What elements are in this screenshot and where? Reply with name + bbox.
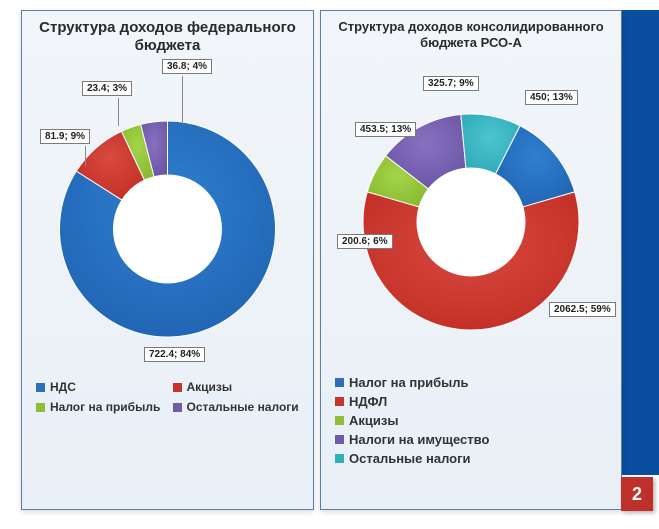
right-chart-area: 450; 13% 325.7; 9% 453.5; 13% 200.6; 6% 2062… xyxy=(321,54,621,364)
legend-swatch xyxy=(36,383,45,392)
legend-label: НДС xyxy=(50,380,76,394)
callout: 325.7; 9% xyxy=(423,76,479,91)
right-legend: Налог на прибыль НДФЛ Акцизы Налоги на имущ… xyxy=(321,364,621,476)
leader-line xyxy=(85,146,86,166)
legend-swatch xyxy=(335,416,344,425)
legend-swatch xyxy=(335,454,344,463)
callout: 200.6; 6% xyxy=(337,234,393,249)
callout-label: 200.6; 6% xyxy=(337,234,393,249)
legend-swatch xyxy=(173,403,182,412)
legend-item: Остальные налоги xyxy=(173,400,300,414)
legend-label: Налог на прибыль xyxy=(349,375,469,390)
legend-item: НДФЛ xyxy=(335,394,607,409)
left-title: Структура доходов федерального бюджета xyxy=(22,11,313,59)
legend-item: Налог на прибыль xyxy=(36,400,163,414)
callout-label: 325.7; 9% xyxy=(423,76,479,91)
leader-line xyxy=(182,76,183,124)
legend-label: Остальные налоги xyxy=(187,400,299,414)
legend-item: Акцизы xyxy=(335,413,607,428)
callout-label: 722.4; 84% xyxy=(144,347,205,362)
legend-label: Акцизы xyxy=(187,380,233,394)
callout: 81.9; 9% xyxy=(40,129,90,144)
leader-line xyxy=(118,98,119,126)
callout-label: 450; 13% xyxy=(525,90,578,105)
page-badge: 2 xyxy=(621,477,653,511)
callout: 36.8; 4% xyxy=(162,59,212,74)
legend-swatch xyxy=(335,435,344,444)
legend-swatch xyxy=(335,397,344,406)
left-chart-area: 36.8; 4% 23.4; 3% 81.9; 9% 722.4; 84% xyxy=(22,59,313,369)
callout-label: 36.8; 4% xyxy=(162,59,212,74)
callout-label: 453.5; 13% xyxy=(355,122,416,137)
legend-label: Остальные налоги xyxy=(349,451,471,466)
callout-label: 2062.5; 59% xyxy=(549,302,616,317)
legend-item: НДС xyxy=(36,380,163,394)
callout: 2062.5; 59% xyxy=(549,302,616,317)
side-blue-bar xyxy=(622,10,659,475)
legend-label: Налоги на имущество xyxy=(349,432,489,447)
callout: 722.4; 84% xyxy=(144,347,205,362)
callout-label: 81.9; 9% xyxy=(40,129,90,144)
callout: 450; 13% xyxy=(525,90,578,105)
legend-label: НДФЛ xyxy=(349,394,387,409)
callout: 453.5; 13% xyxy=(355,122,416,137)
callout-label: 23.4; 3% xyxy=(82,81,132,96)
legend-swatch xyxy=(36,403,45,412)
legend-swatch xyxy=(173,383,182,392)
left-legend: НДС Акцизы Налог на прибыль Остальные налог… xyxy=(22,369,313,424)
legend-label: Акцизы xyxy=(349,413,398,428)
right-panel: Структура доходов консолидированного бюд… xyxy=(320,10,622,510)
legend-item: Налоги на имущество xyxy=(335,432,607,447)
legend-label: Налог на прибыль xyxy=(50,400,160,414)
right-title: Структура доходов консолидированного бюд… xyxy=(321,11,621,54)
callout: 23.4; 3% xyxy=(82,81,132,96)
left-panel: Структура доходов федерального бюджета 3… xyxy=(21,10,314,510)
legend-item: Остальные налоги xyxy=(335,451,607,466)
legend-swatch xyxy=(335,378,344,387)
left-donut xyxy=(21,59,314,369)
legend-item: Налог на прибыль xyxy=(335,375,607,390)
legend-item: Акцизы xyxy=(173,380,300,394)
